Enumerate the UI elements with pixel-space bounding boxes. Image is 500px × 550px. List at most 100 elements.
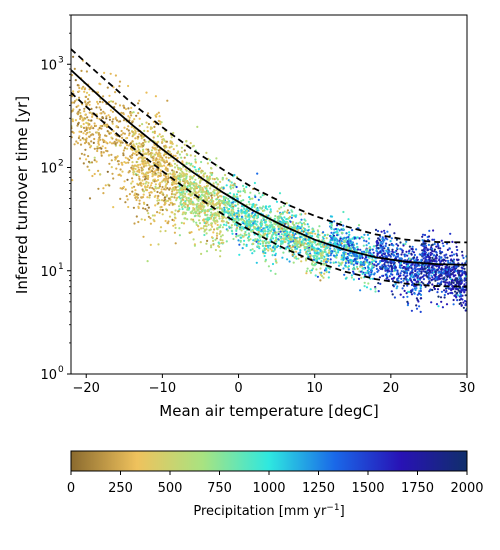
scatter-point: [400, 253, 403, 256]
scatter-point: [133, 118, 136, 121]
scatter-point: [264, 244, 267, 247]
scatter-point: [258, 245, 261, 248]
scatter-point: [436, 282, 439, 285]
scatter-point: [448, 247, 451, 250]
scatter-point: [336, 228, 340, 231]
scatter-point: [127, 129, 130, 132]
scatter-point: [343, 239, 346, 242]
scatter-point: [381, 264, 384, 267]
scatter-point: [286, 209, 289, 212]
y-tick-label: 10: [40, 58, 57, 73]
scatter-point: [393, 266, 396, 270]
scatter-point: [152, 218, 155, 221]
scatter-point: [84, 129, 87, 133]
scatter-point: [293, 223, 296, 227]
scatter-point: [400, 270, 403, 273]
scatter-point: [212, 231, 215, 234]
scatter-point: [399, 247, 402, 250]
colorbar-tick-label: 1250: [302, 481, 335, 496]
scatter-point: [104, 146, 107, 150]
scatter-point: [177, 168, 180, 171]
scatter-point: [180, 156, 183, 159]
scatter-point: [344, 252, 347, 256]
scatter-point: [408, 257, 412, 260]
y-tick-label: 10: [40, 162, 57, 177]
scatter-point: [216, 223, 219, 227]
scatter-point: [204, 209, 207, 212]
scatter-point: [122, 105, 125, 108]
scatter-point: [391, 280, 395, 283]
scatter-point: [364, 271, 367, 274]
scatter-point: [187, 197, 190, 200]
scatter-point: [330, 227, 333, 230]
scatter-point: [174, 226, 177, 229]
scatter-point: [128, 116, 131, 119]
scatter-point: [76, 113, 80, 116]
scatter-point: [397, 253, 400, 256]
scatter-point: [444, 270, 447, 273]
scatter-point: [164, 166, 168, 169]
scatter-point: [421, 233, 425, 236]
scatter-point: [343, 236, 346, 239]
scatter-point: [179, 201, 182, 204]
scatter-point: [82, 162, 85, 165]
scatter-point: [123, 132, 126, 135]
scatter-point: [320, 254, 323, 257]
scatter-point: [136, 160, 139, 164]
scatter-point: [118, 80, 122, 83]
scatter-point: [352, 272, 355, 275]
scatter-point: [344, 264, 347, 267]
scatter-point: [243, 187, 246, 190]
scatter-point: [199, 241, 202, 244]
scatter-point: [85, 128, 88, 131]
scatter-point: [237, 239, 240, 242]
scatter-point: [431, 256, 434, 259]
scatter-point: [215, 193, 218, 196]
scatter-point: [345, 238, 348, 241]
scatter-point: [80, 130, 83, 133]
scatter-point: [165, 195, 168, 198]
scatter-point: [457, 282, 460, 285]
scatter-point: [438, 250, 442, 253]
scatter-point: [159, 208, 162, 211]
scatter-point: [449, 232, 452, 235]
scatter-point: [430, 246, 433, 249]
scatter-point: [225, 240, 228, 243]
scatter-point: [122, 119, 126, 122]
scatter-point: [307, 238, 310, 241]
scatter-point: [463, 270, 466, 273]
scatter-point: [192, 212, 195, 215]
scatter-point: [77, 121, 80, 124]
scatter-point: [457, 289, 460, 292]
scatter-point: [417, 263, 420, 266]
scatter-point: [149, 217, 152, 220]
scatter-point: [367, 282, 370, 285]
scatter-point: [82, 117, 85, 120]
scatter-point: [210, 246, 213, 249]
scatter-point: [160, 188, 163, 191]
scatter-point: [306, 267, 309, 270]
scatter-point: [143, 218, 146, 221]
scatter-point: [136, 195, 139, 198]
scatter-point: [270, 228, 274, 231]
scatter-point: [277, 232, 280, 236]
x-tick-label: 10: [306, 381, 323, 396]
scatter-point: [138, 168, 141, 171]
scatter-point: [411, 250, 414, 253]
scatter-point: [189, 188, 192, 191]
scatter-point: [78, 86, 81, 90]
scatter-point: [309, 271, 312, 274]
scatter-point: [272, 237, 275, 240]
scatter-point: [231, 232, 234, 235]
scatter-point: [280, 233, 283, 236]
scatter-point: [172, 159, 175, 162]
scatter-point: [159, 122, 162, 126]
scatter-point: [180, 186, 183, 189]
scatter-point: [264, 221, 267, 224]
scatter-point: [144, 160, 147, 163]
scatter-point: [167, 156, 170, 159]
scatter-point: [137, 206, 140, 210]
scatter-point: [125, 137, 128, 140]
scatter-point: [235, 229, 238, 232]
scatter-point: [462, 306, 465, 309]
